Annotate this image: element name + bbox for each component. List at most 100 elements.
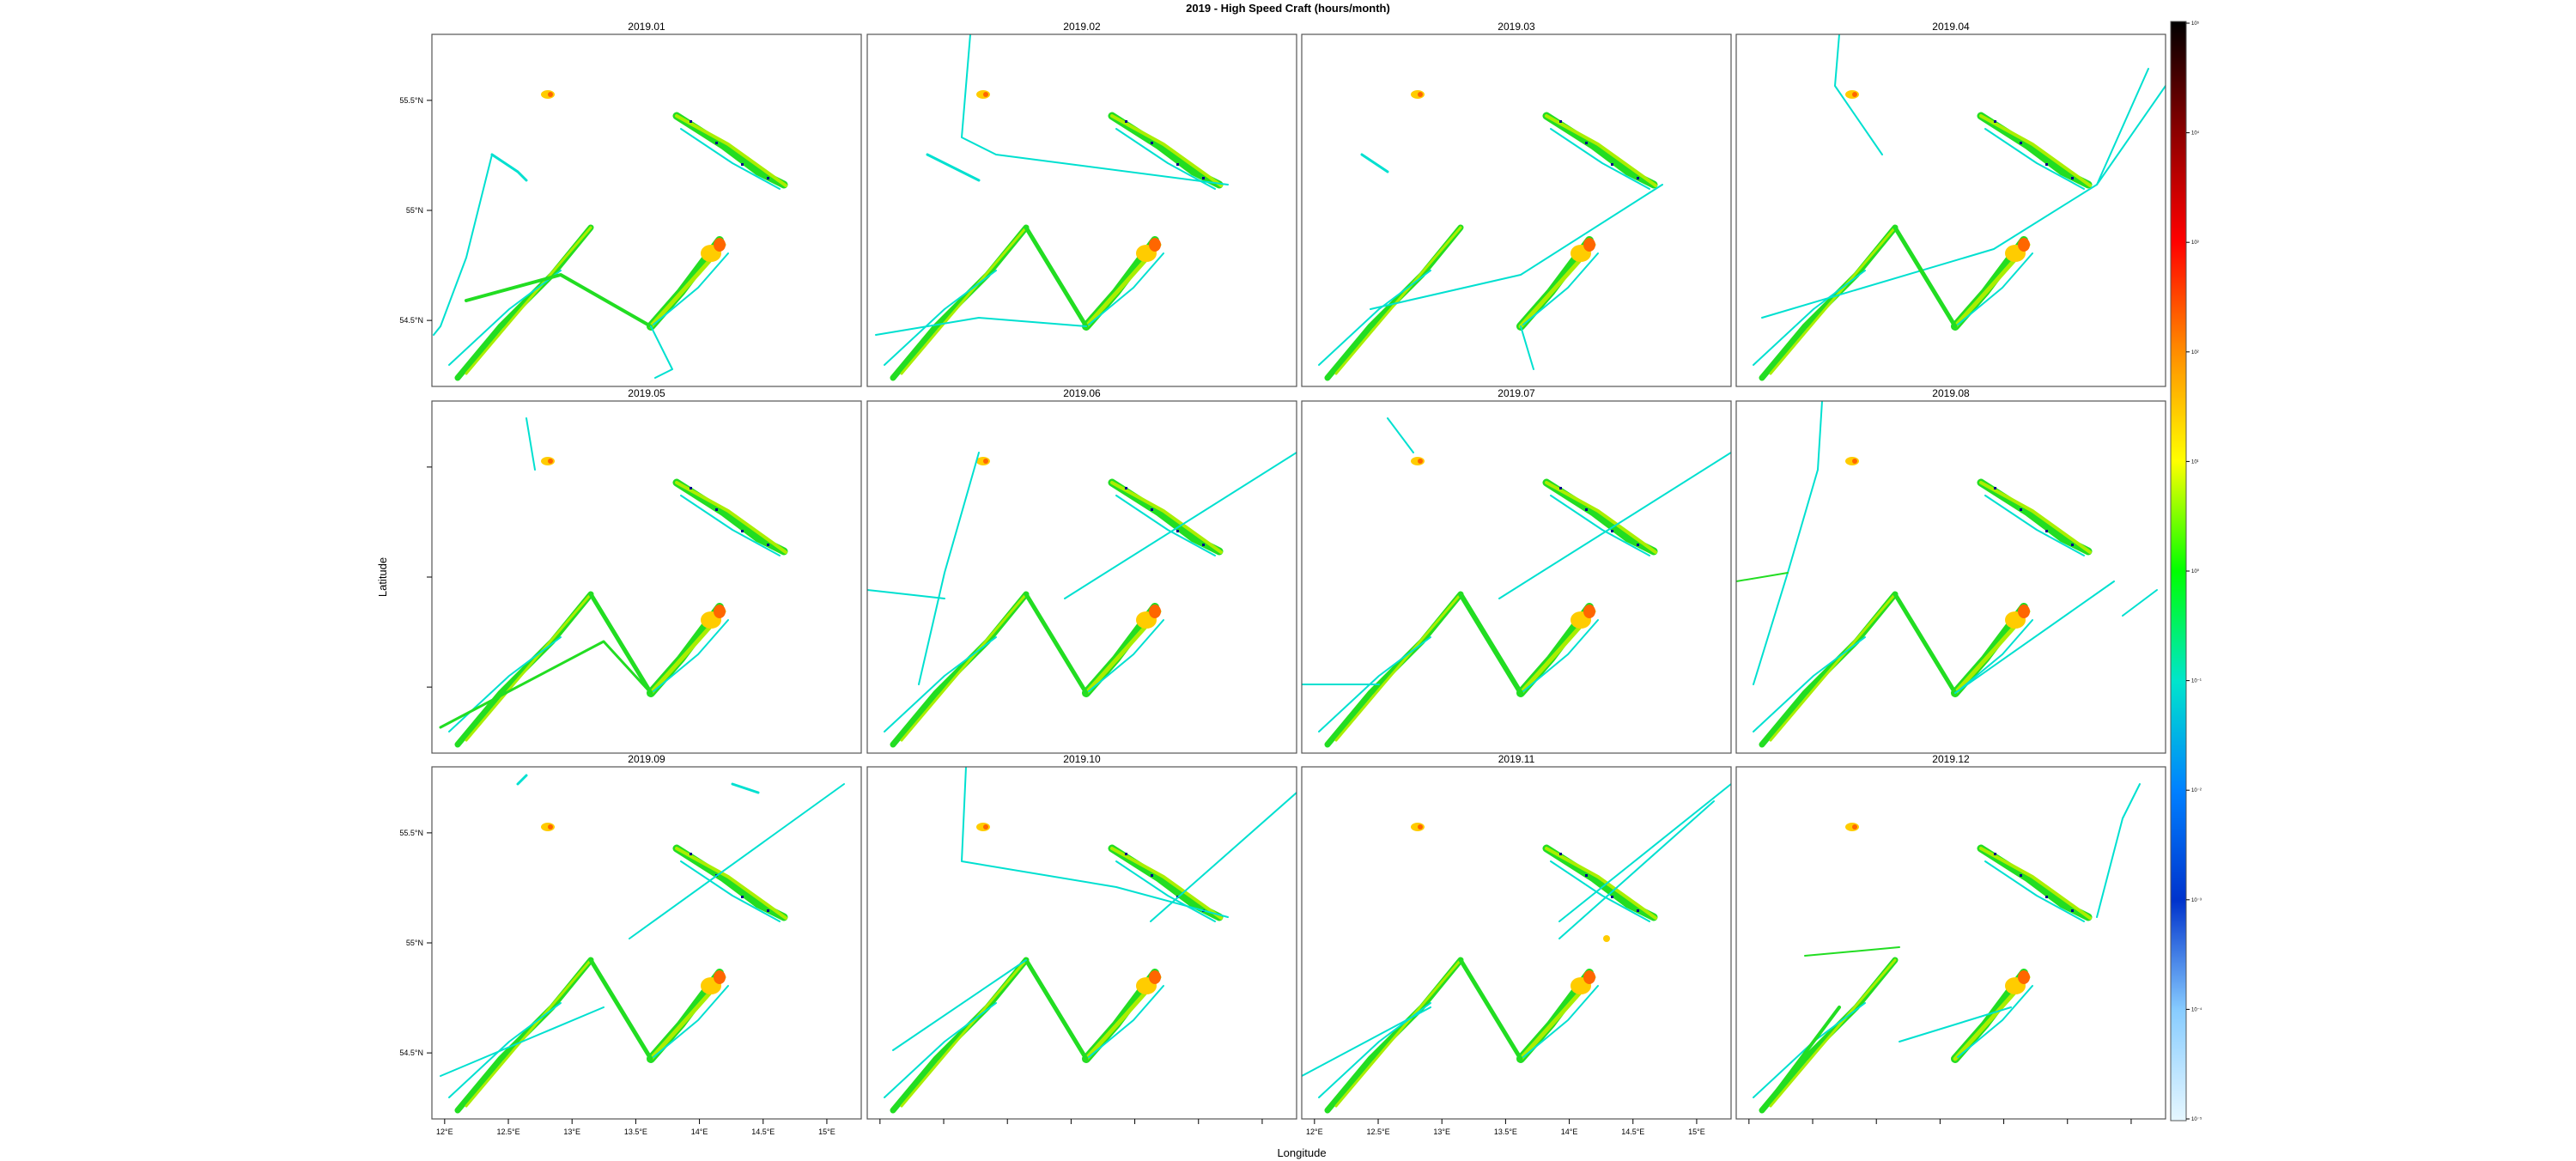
vessel-track (439, 640, 653, 729)
vessel-track (1334, 958, 1462, 1108)
vessel-track (448, 1002, 562, 1098)
density-cell (1559, 120, 1562, 123)
vessel-track (1957, 252, 2033, 325)
vessel-track (1387, 417, 1414, 453)
density-cell (1637, 177, 1639, 179)
panel-title: 2019.08 (1932, 387, 1970, 399)
vessel-track (1804, 946, 1900, 957)
vessel-track (1115, 860, 1216, 922)
vessel-track (672, 478, 788, 556)
vessel-track (1542, 478, 1658, 556)
density-cell (1176, 530, 1179, 532)
density-cell (1585, 142, 1588, 144)
vessel-track (1979, 481, 2092, 554)
map-panel: 2019.06 (866, 387, 1297, 754)
vessel-track (1064, 452, 1297, 599)
vessel-track (588, 592, 653, 696)
figure-title: 2019 - High Speed Craft (hours/month) (1186, 2, 1390, 15)
vessel-track (1522, 985, 1599, 1058)
density-cell (1585, 508, 1588, 511)
vessel-track (1984, 495, 2085, 556)
map-panel: 2019.01 55.5°N 55°N 54.5°N (399, 21, 862, 387)
vessel-track (900, 593, 1028, 742)
vessel-track (1318, 270, 1431, 366)
panel-title: 2019.11 (1498, 753, 1535, 765)
lon-tick-label: 12.5°E (1366, 1128, 1389, 1136)
vessel-track (1088, 619, 1164, 692)
density-hotspot (714, 238, 726, 252)
lon-tick-label: 12.5°E (496, 1128, 519, 1136)
panel-title: 2019.09 (628, 753, 665, 765)
panel-frame (1301, 766, 1732, 1120)
vessel-track (588, 957, 653, 1061)
vessel-track (1550, 128, 1650, 190)
panel-title: 2019.01 (628, 21, 665, 33)
density-hotspot (548, 824, 553, 830)
vessel-track (1760, 1006, 1841, 1112)
vessel-track (672, 844, 788, 921)
y-axis-label: Latitude (376, 557, 389, 597)
vessel-track (1558, 783, 1731, 922)
density-hotspot (2018, 238, 2030, 252)
vessel-track (516, 774, 528, 786)
vessel-track (1753, 636, 1866, 732)
density-cell (2071, 909, 2074, 912)
panel-title: 2019.04 (1932, 21, 1970, 33)
vessel-track (1753, 401, 1823, 685)
lon-tick-label: 14°E (691, 1128, 708, 1136)
density-hotspot (983, 824, 988, 830)
density-cell (1637, 544, 1639, 546)
colorbar-scale (2170, 21, 2187, 1121)
map-panel: 2019.12 (1735, 753, 2166, 1124)
vessel-track (1550, 860, 1650, 922)
vessel-track (884, 270, 997, 366)
vessel-track (1334, 593, 1462, 742)
map-panel: 2019.02 (866, 21, 1297, 387)
density-cell (715, 142, 718, 144)
vessel-track (1458, 957, 1523, 1061)
vessel-track (1302, 1006, 1431, 1077)
vessel-track (900, 226, 1028, 375)
lon-tick-label: 15°E (1688, 1128, 1705, 1136)
vessel-track (1769, 593, 1897, 742)
vessel-track (1110, 114, 1223, 187)
vessel-track (1108, 478, 1224, 556)
vessel-track (629, 783, 845, 939)
density-hotspot (714, 605, 726, 618)
vessel-track (1957, 985, 2033, 1058)
panel-frame (866, 766, 1297, 1120)
vessel-track (1545, 847, 1657, 920)
density-cell (1611, 163, 1613, 166)
density-hotspot (1418, 459, 1423, 464)
panel-frame (1301, 33, 1732, 387)
density-cell (2045, 530, 2048, 532)
vessel-track (1977, 844, 2093, 921)
vessel-track (1108, 112, 1224, 189)
density-cell (1202, 177, 1205, 179)
vessel-track (1370, 184, 1663, 310)
vessel-track (1558, 800, 1715, 939)
density-cell (1611, 896, 1613, 898)
vessel-track (1834, 34, 1883, 155)
panel-frame (866, 400, 1297, 754)
density-cell (1202, 544, 1205, 546)
density-hotspot (983, 92, 988, 97)
panel-frame (1735, 766, 2166, 1120)
colorbar-tick-label: 10⁻¹ (2191, 679, 2202, 684)
panel-title: 2019.10 (1063, 753, 1101, 765)
lat-tick-label: 55°N (406, 206, 423, 215)
vessel-track (1024, 957, 1089, 1061)
vessel-track (1979, 847, 2092, 920)
vessel-track (680, 860, 781, 922)
density-cell (767, 909, 769, 912)
density-hotspot (2018, 970, 2030, 984)
vessel-track (465, 226, 592, 375)
vessel-track (1024, 592, 1089, 696)
density-cell (1125, 487, 1127, 489)
vessel-track (1893, 225, 1958, 329)
lon-tick-label: 13°E (563, 1128, 580, 1136)
density-hotspot (1583, 605, 1595, 618)
panel-title: 2019.05 (628, 387, 665, 399)
vessel-track (653, 985, 729, 1058)
density-hotspot (714, 970, 726, 984)
